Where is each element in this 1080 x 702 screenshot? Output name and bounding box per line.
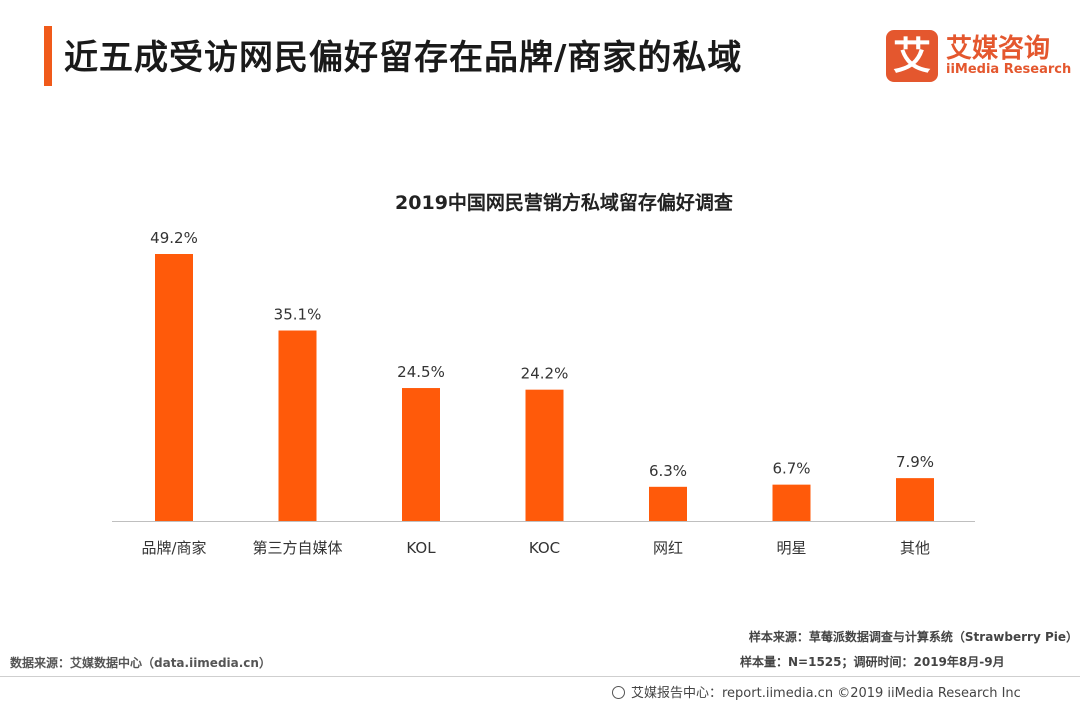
bar-1 [278,330,317,521]
logo-cn-text: 艾媒咨询 [946,34,1051,64]
bar-2 [402,388,440,521]
iimedia-logo: 艾 艾媒咨询 iiMedia Research [886,28,1071,84]
data-label-4: 6.3% [649,462,687,480]
category-label-0: 品牌/商家 [141,539,206,557]
sample-source: 样本来源：草莓派数据调查与计算系统（Strawberry Pie） [748,630,1078,644]
data-label-5: 6.7% [772,460,810,478]
sample-size: 样本量：N=1525；调研时间：2019年8月-9月 [740,655,1005,669]
category-label-3: KOC [529,539,560,557]
bar-6 [896,478,934,521]
bar-4 [649,486,687,521]
category-label-4: 网红 [653,539,683,557]
footer-divider [0,676,1080,677]
category-label-6: 其他 [900,539,930,557]
data-source: 数据来源：艾媒数据中心（data.iimedia.cn） [10,656,271,670]
logo-en-text: iiMedia Research [946,62,1072,77]
data-label-1: 35.1% [274,306,322,324]
category-label-2: KOL [406,539,436,557]
data-label-2: 24.5% [397,363,445,381]
title-accent-bar [44,26,52,86]
data-label-0: 49.2% [150,229,198,247]
bar-0 [155,254,193,521]
report-center-text: 艾媒报告中心：report.iimedia.cn ©2019 iiMedia R… [631,686,1021,701]
data-label-6: 7.9% [896,453,934,471]
report-center: 艾媒报告中心：report.iimedia.cn ©2019 iiMedia R… [612,682,1021,701]
data-label-3: 24.2% [521,365,569,383]
bar-3 [525,389,564,521]
category-label-1: 第三方自媒体 [252,539,342,557]
chart-title: 2019中国网民营销方私域留存偏好调查 [395,192,733,214]
category-label-5: 明星 [776,539,806,557]
globe-icon [612,686,625,699]
page-title: 近五成受访网民偏好留存在品牌/商家的私域 [64,38,743,78]
logo-mark: 艾 [886,30,938,82]
bar-5 [772,484,811,521]
